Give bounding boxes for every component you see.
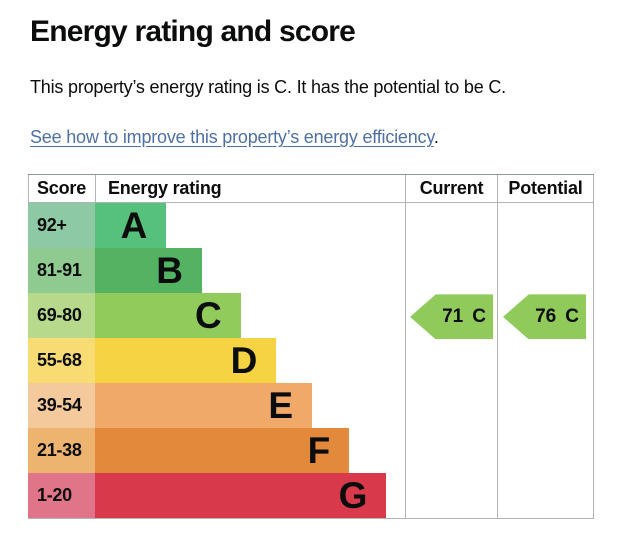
current-column-cell bbox=[405, 293, 497, 339]
energy-rating-section: Energy rating and score This property’s … bbox=[28, 15, 594, 520]
epc-table-header: Score Energy rating Current Potential bbox=[28, 175, 594, 204]
improve-efficiency-link[interactable]: See how to improve this property’s energ… bbox=[30, 126, 434, 147]
current-column-cell bbox=[405, 248, 497, 294]
band-letter: A bbox=[120, 205, 148, 247]
rating-bar-cell: A bbox=[95, 203, 405, 249]
rating-bar-c: C bbox=[95, 293, 241, 339]
band-letter: C bbox=[194, 295, 222, 337]
current-column-cell bbox=[405, 203, 497, 249]
rating-bar-cell: B bbox=[95, 248, 405, 294]
rating-summary-text: This property’s energy rating is C. It h… bbox=[30, 76, 506, 97]
potential-column-cell bbox=[497, 428, 594, 474]
rating-bar-f: F bbox=[95, 428, 350, 474]
band-letter: F bbox=[307, 430, 331, 472]
rating-bar-cell: F bbox=[95, 428, 405, 474]
score-range-label: 39-54 bbox=[28, 383, 95, 429]
potential-column-cell bbox=[497, 473, 594, 519]
column-header-score: Score bbox=[28, 175, 95, 204]
current-column-cell bbox=[405, 428, 497, 474]
potential-column-cell bbox=[497, 383, 594, 429]
link-suffix: . bbox=[433, 126, 439, 147]
score-range-label: 69-80 bbox=[28, 293, 95, 339]
band-letter: E bbox=[268, 385, 293, 427]
page-title: Energy rating and score bbox=[30, 15, 356, 48]
potential-score-value: 76 bbox=[535, 305, 557, 327]
table-row: 92+ A bbox=[28, 203, 594, 249]
table-row: 21-38 F bbox=[28, 428, 594, 474]
rating-bar-b: B bbox=[95, 248, 202, 294]
table-row: 1-20 G bbox=[28, 473, 594, 519]
rating-bar-cell: C bbox=[95, 293, 405, 339]
potential-column-cell bbox=[497, 203, 594, 249]
table-row: 69-80 C bbox=[28, 293, 594, 339]
table-row: 39-54 E bbox=[28, 383, 594, 429]
rating-bar-a: A bbox=[95, 203, 167, 249]
score-range-label: 1-20 bbox=[28, 473, 95, 519]
score-range-label: 55-68 bbox=[28, 338, 95, 384]
rating-bar-e: E bbox=[95, 383, 312, 429]
table-row: 81-91 B bbox=[28, 248, 594, 294]
improve-link-line: See how to improve this property’s energ… bbox=[30, 126, 594, 149]
rating-bar-cell: E bbox=[95, 383, 405, 429]
rating-bar-cell: G bbox=[95, 473, 405, 519]
rating-bar-g: G bbox=[95, 473, 387, 519]
score-range-label: 81-91 bbox=[28, 248, 95, 294]
column-header-energy-rating: Energy rating bbox=[95, 175, 405, 204]
rating-bar-cell: D bbox=[95, 338, 405, 384]
current-column-cell bbox=[405, 383, 497, 429]
rating-bar-d: D bbox=[95, 338, 277, 384]
potential-column-cell bbox=[497, 293, 594, 339]
current-column-cell bbox=[405, 473, 497, 519]
score-range-label: 92+ bbox=[28, 203, 95, 249]
band-letter: B bbox=[156, 250, 183, 292]
current-column-cell bbox=[405, 338, 497, 384]
column-header-current: Current bbox=[405, 175, 497, 204]
table-row: 55-68 D bbox=[28, 338, 594, 384]
score-range-label: 21-38 bbox=[28, 428, 95, 474]
potential-column-cell bbox=[497, 338, 594, 384]
current-score-value: 71 bbox=[442, 305, 464, 327]
column-header-potential: Potential bbox=[497, 175, 594, 204]
current-band-letter: C bbox=[472, 305, 486, 327]
band-letter: D bbox=[230, 340, 258, 382]
potential-band-letter: C bbox=[565, 305, 579, 327]
epc-rating-chart: Score Energy rating Current Potential 92… bbox=[28, 174, 594, 520]
band-letter: G bbox=[338, 475, 368, 517]
potential-column-cell bbox=[497, 248, 594, 294]
